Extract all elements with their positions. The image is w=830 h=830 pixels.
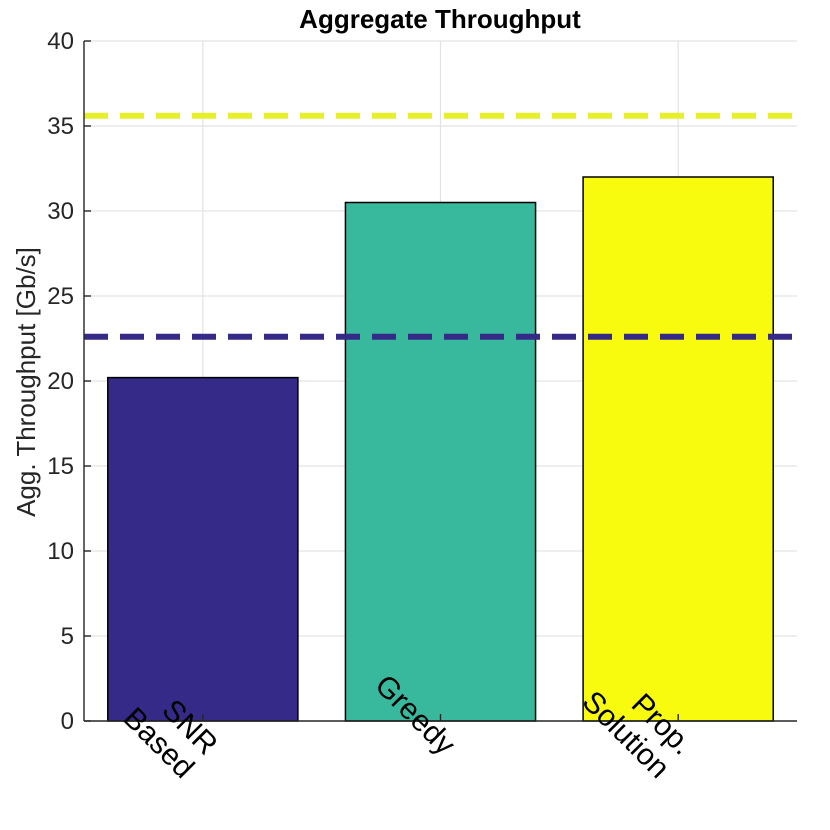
y-tick-label: 0 — [61, 708, 74, 735]
y-tick-label: 5 — [61, 623, 74, 650]
y-tick-labels: 0 5 10 15 20 25 30 35 40 — [47, 28, 74, 735]
y-tick-label: 30 — [47, 198, 74, 225]
chart-title: Aggregate Throughput — [299, 4, 581, 34]
y-tick-label: 15 — [47, 453, 74, 480]
axes — [83, 40, 797, 722]
bars — [107, 176, 774, 722]
bar — [344, 201, 537, 722]
y-axis-label: Agg. Throughput [Gb/s] — [11, 247, 41, 517]
y-tick-label: 20 — [47, 368, 74, 395]
y-tick-label: 10 — [47, 538, 74, 565]
y-tick-label: 25 — [47, 283, 74, 310]
bar — [107, 376, 299, 722]
bar — [582, 176, 774, 722]
y-tick-label: 40 — [47, 28, 74, 55]
y-tick-label: 35 — [47, 113, 74, 140]
reference-lines — [84, 112, 797, 340]
